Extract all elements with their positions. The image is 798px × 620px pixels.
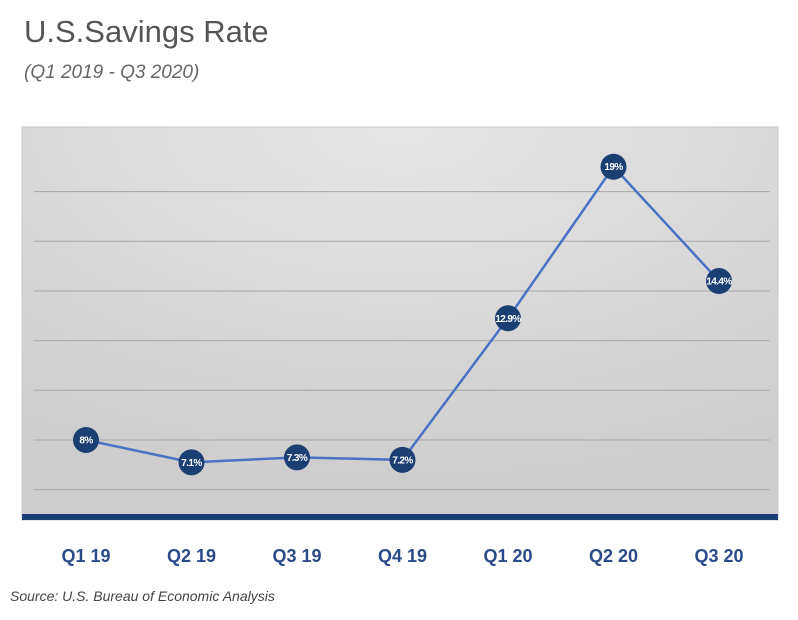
data-label: 7.1% [181, 458, 202, 469]
data-label: 7.3% [287, 453, 308, 464]
x-tick-label: Q1 20 [483, 546, 532, 566]
data-label: 19% [604, 162, 623, 173]
chart-subtitle: (Q1 2019 - Q3 2020) [24, 62, 200, 83]
data-label: 7.2% [392, 455, 413, 466]
data-label: 14.4% [706, 277, 732, 288]
x-tick-label: Q3 20 [694, 546, 743, 566]
source-note: Source: U.S. Bureau of Economic Analysis [10, 588, 275, 604]
data-point [73, 426, 99, 453]
x-tick-label: Q2 19 [167, 546, 216, 566]
data-label: 12.9% [495, 314, 521, 325]
data-label: 8% [79, 435, 93, 446]
chart-title: U.S.Savings Rate [24, 14, 269, 49]
data-point [178, 449, 205, 476]
x-tick-label: Q4 19 [378, 546, 427, 566]
data-point [706, 268, 732, 295]
data-point [600, 153, 627, 180]
x-axis-bar [22, 514, 778, 520]
data-point [284, 444, 310, 471]
x-tick-label: Q2 20 [589, 546, 638, 566]
x-tick-label: Q3 19 [272, 546, 321, 566]
data-point [495, 305, 521, 332]
data-point [389, 446, 416, 473]
x-tick-label: Q1 19 [61, 546, 110, 566]
